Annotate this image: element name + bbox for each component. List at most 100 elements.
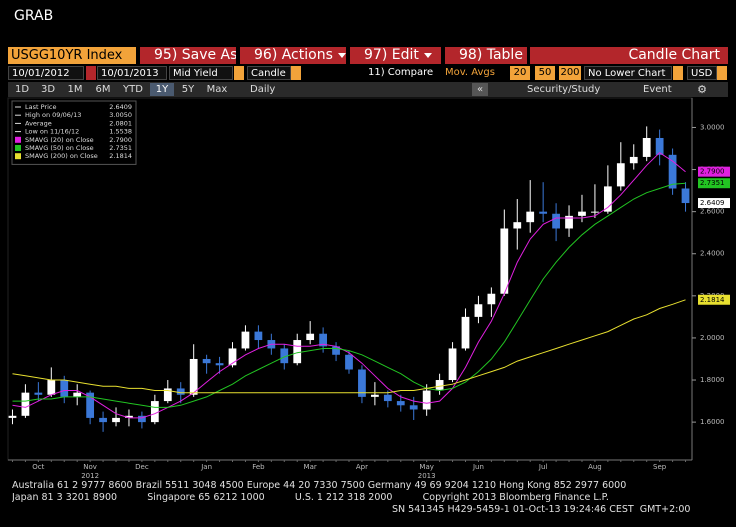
candle-body xyxy=(629,156,638,164)
period-button[interactable]: 1Y xyxy=(150,83,174,96)
security-field[interactable]: USGG10YR Index xyxy=(8,47,136,64)
candle-body xyxy=(280,348,289,364)
footer-line: Australia 61 2 9777 8600 Brazil 5511 304… xyxy=(12,480,627,491)
candle-body xyxy=(591,211,599,213)
candle-body xyxy=(138,415,146,423)
field-select[interactable]: Mid Yield xyxy=(169,66,233,80)
y-tick-label: 1.6000 xyxy=(700,418,725,426)
candle-body xyxy=(86,392,95,418)
moving-average-line xyxy=(12,182,686,408)
candle-body xyxy=(254,331,263,341)
currency-select[interactable]: USD xyxy=(687,66,717,80)
x-tick-label: Sep xyxy=(653,463,667,471)
candle-body xyxy=(21,392,30,416)
period-button[interactable]: 6M xyxy=(95,84,111,95)
button-text: 96) Actions xyxy=(254,47,333,63)
screen-title: GRAB xyxy=(14,8,54,24)
legend-value: 2.6409 xyxy=(109,103,132,111)
menu-button[interactable]: 95) Save As xyxy=(140,47,236,64)
mov-avg-field[interactable]: 200 xyxy=(559,66,581,80)
legend-value: 2.7351 xyxy=(109,144,132,152)
moving-average-line xyxy=(12,152,686,419)
candle-body xyxy=(125,415,133,418)
candle-body xyxy=(513,222,522,229)
legend-label: Low on 11/16/12 xyxy=(25,128,79,136)
candle-body xyxy=(319,333,327,347)
legend-value: 2.7900 xyxy=(109,136,132,144)
style-select[interactable]: Candle xyxy=(247,66,291,80)
event-button[interactable]: Event xyxy=(643,84,672,95)
menu-button[interactable]: 98) Table xyxy=(445,47,527,64)
period-button[interactable]: 1D xyxy=(14,84,30,95)
legend-label: Average xyxy=(25,119,52,127)
candle-body xyxy=(176,388,185,395)
candle-body xyxy=(616,163,625,187)
frequency-select[interactable]: Daily xyxy=(250,84,276,95)
candle-body xyxy=(461,316,470,349)
candle-body xyxy=(189,358,198,395)
legend-label: High on 09/06/13 xyxy=(25,111,81,119)
candle-body xyxy=(487,293,496,305)
candle-body xyxy=(474,304,483,317)
menu-button[interactable]: 96) Actions xyxy=(240,47,346,64)
menu-button[interactable]: 97) Edit xyxy=(350,47,441,64)
period-button[interactable]: Max xyxy=(206,84,228,95)
collapse-button[interactable]: « xyxy=(472,83,488,96)
footer-line: Japan 81 3 3201 8900 Singapore 65 6212 1… xyxy=(12,492,609,503)
mov-avg-field[interactable]: 50 xyxy=(535,66,555,80)
dropdown-arrow[interactable] xyxy=(717,66,727,80)
legend-box xyxy=(11,100,137,165)
candle-body xyxy=(358,369,366,397)
candle-body xyxy=(99,417,107,423)
candle-body xyxy=(150,401,159,423)
mov-avg-field[interactable]: 20 xyxy=(510,66,530,80)
dropdown-arrow[interactable] xyxy=(291,66,301,80)
x-tick-label: Jul xyxy=(538,463,548,471)
candle-body xyxy=(306,333,315,341)
study-button[interactable]: Security/Study xyxy=(527,84,601,95)
mov-avgs-label: Mov. Avgs xyxy=(445,67,495,78)
period-button[interactable]: 3D xyxy=(40,84,56,95)
candle-body xyxy=(435,380,444,391)
legend: Last Price 2.6409 High on 09/06/13 3.0050 Av… xyxy=(11,100,137,165)
x-tick-label: May xyxy=(419,463,433,471)
legend-swatch xyxy=(15,145,21,151)
settings-icon[interactable]: ⚙ xyxy=(697,83,707,96)
y-tick-label: 2.6000 xyxy=(700,208,725,216)
lower-chart-select[interactable]: No Lower Chart xyxy=(584,66,672,80)
x-year-label: 2013 xyxy=(418,472,436,480)
ma-last-label-box xyxy=(698,166,730,177)
candle-body xyxy=(345,354,353,370)
ma-last-label-box xyxy=(698,178,730,189)
ma-last-label: 2.7351 xyxy=(700,179,725,187)
x-tick-label: Feb xyxy=(252,463,265,471)
end-date[interactable]: 10/01/2013 xyxy=(97,66,167,80)
period-button[interactable]: 5Y xyxy=(181,84,195,95)
ma-last-label-box xyxy=(698,294,730,305)
candle-body xyxy=(409,405,418,410)
candle-body xyxy=(47,380,56,395)
period-button[interactable]: 1M xyxy=(67,84,83,95)
candle-body xyxy=(655,137,664,155)
candle-body xyxy=(73,392,82,397)
legend-label: SMAVG (200) on Close xyxy=(25,152,98,160)
candle-body xyxy=(371,394,379,397)
candle-body xyxy=(552,213,560,229)
candle-body xyxy=(332,346,340,355)
x-year-label: 2012 xyxy=(81,472,99,480)
dropdown-arrow[interactable] xyxy=(234,66,244,80)
candle-body xyxy=(228,348,237,366)
button-text: 97) Edit xyxy=(364,47,419,63)
x-tick-label: Nov xyxy=(83,463,97,471)
dropdown-arrow[interactable] xyxy=(673,66,683,80)
candle-body xyxy=(202,358,211,364)
candle-body xyxy=(642,137,651,157)
compare-button[interactable]: 11) Compare xyxy=(368,67,434,78)
candle-body xyxy=(34,392,43,395)
legend-swatch xyxy=(15,136,21,143)
period-button[interactable]: YTD xyxy=(123,84,143,95)
view-name: Candle Chart xyxy=(530,47,728,64)
candle-body xyxy=(112,417,120,423)
start-date[interactable]: 10/01/2012 xyxy=(8,66,84,80)
